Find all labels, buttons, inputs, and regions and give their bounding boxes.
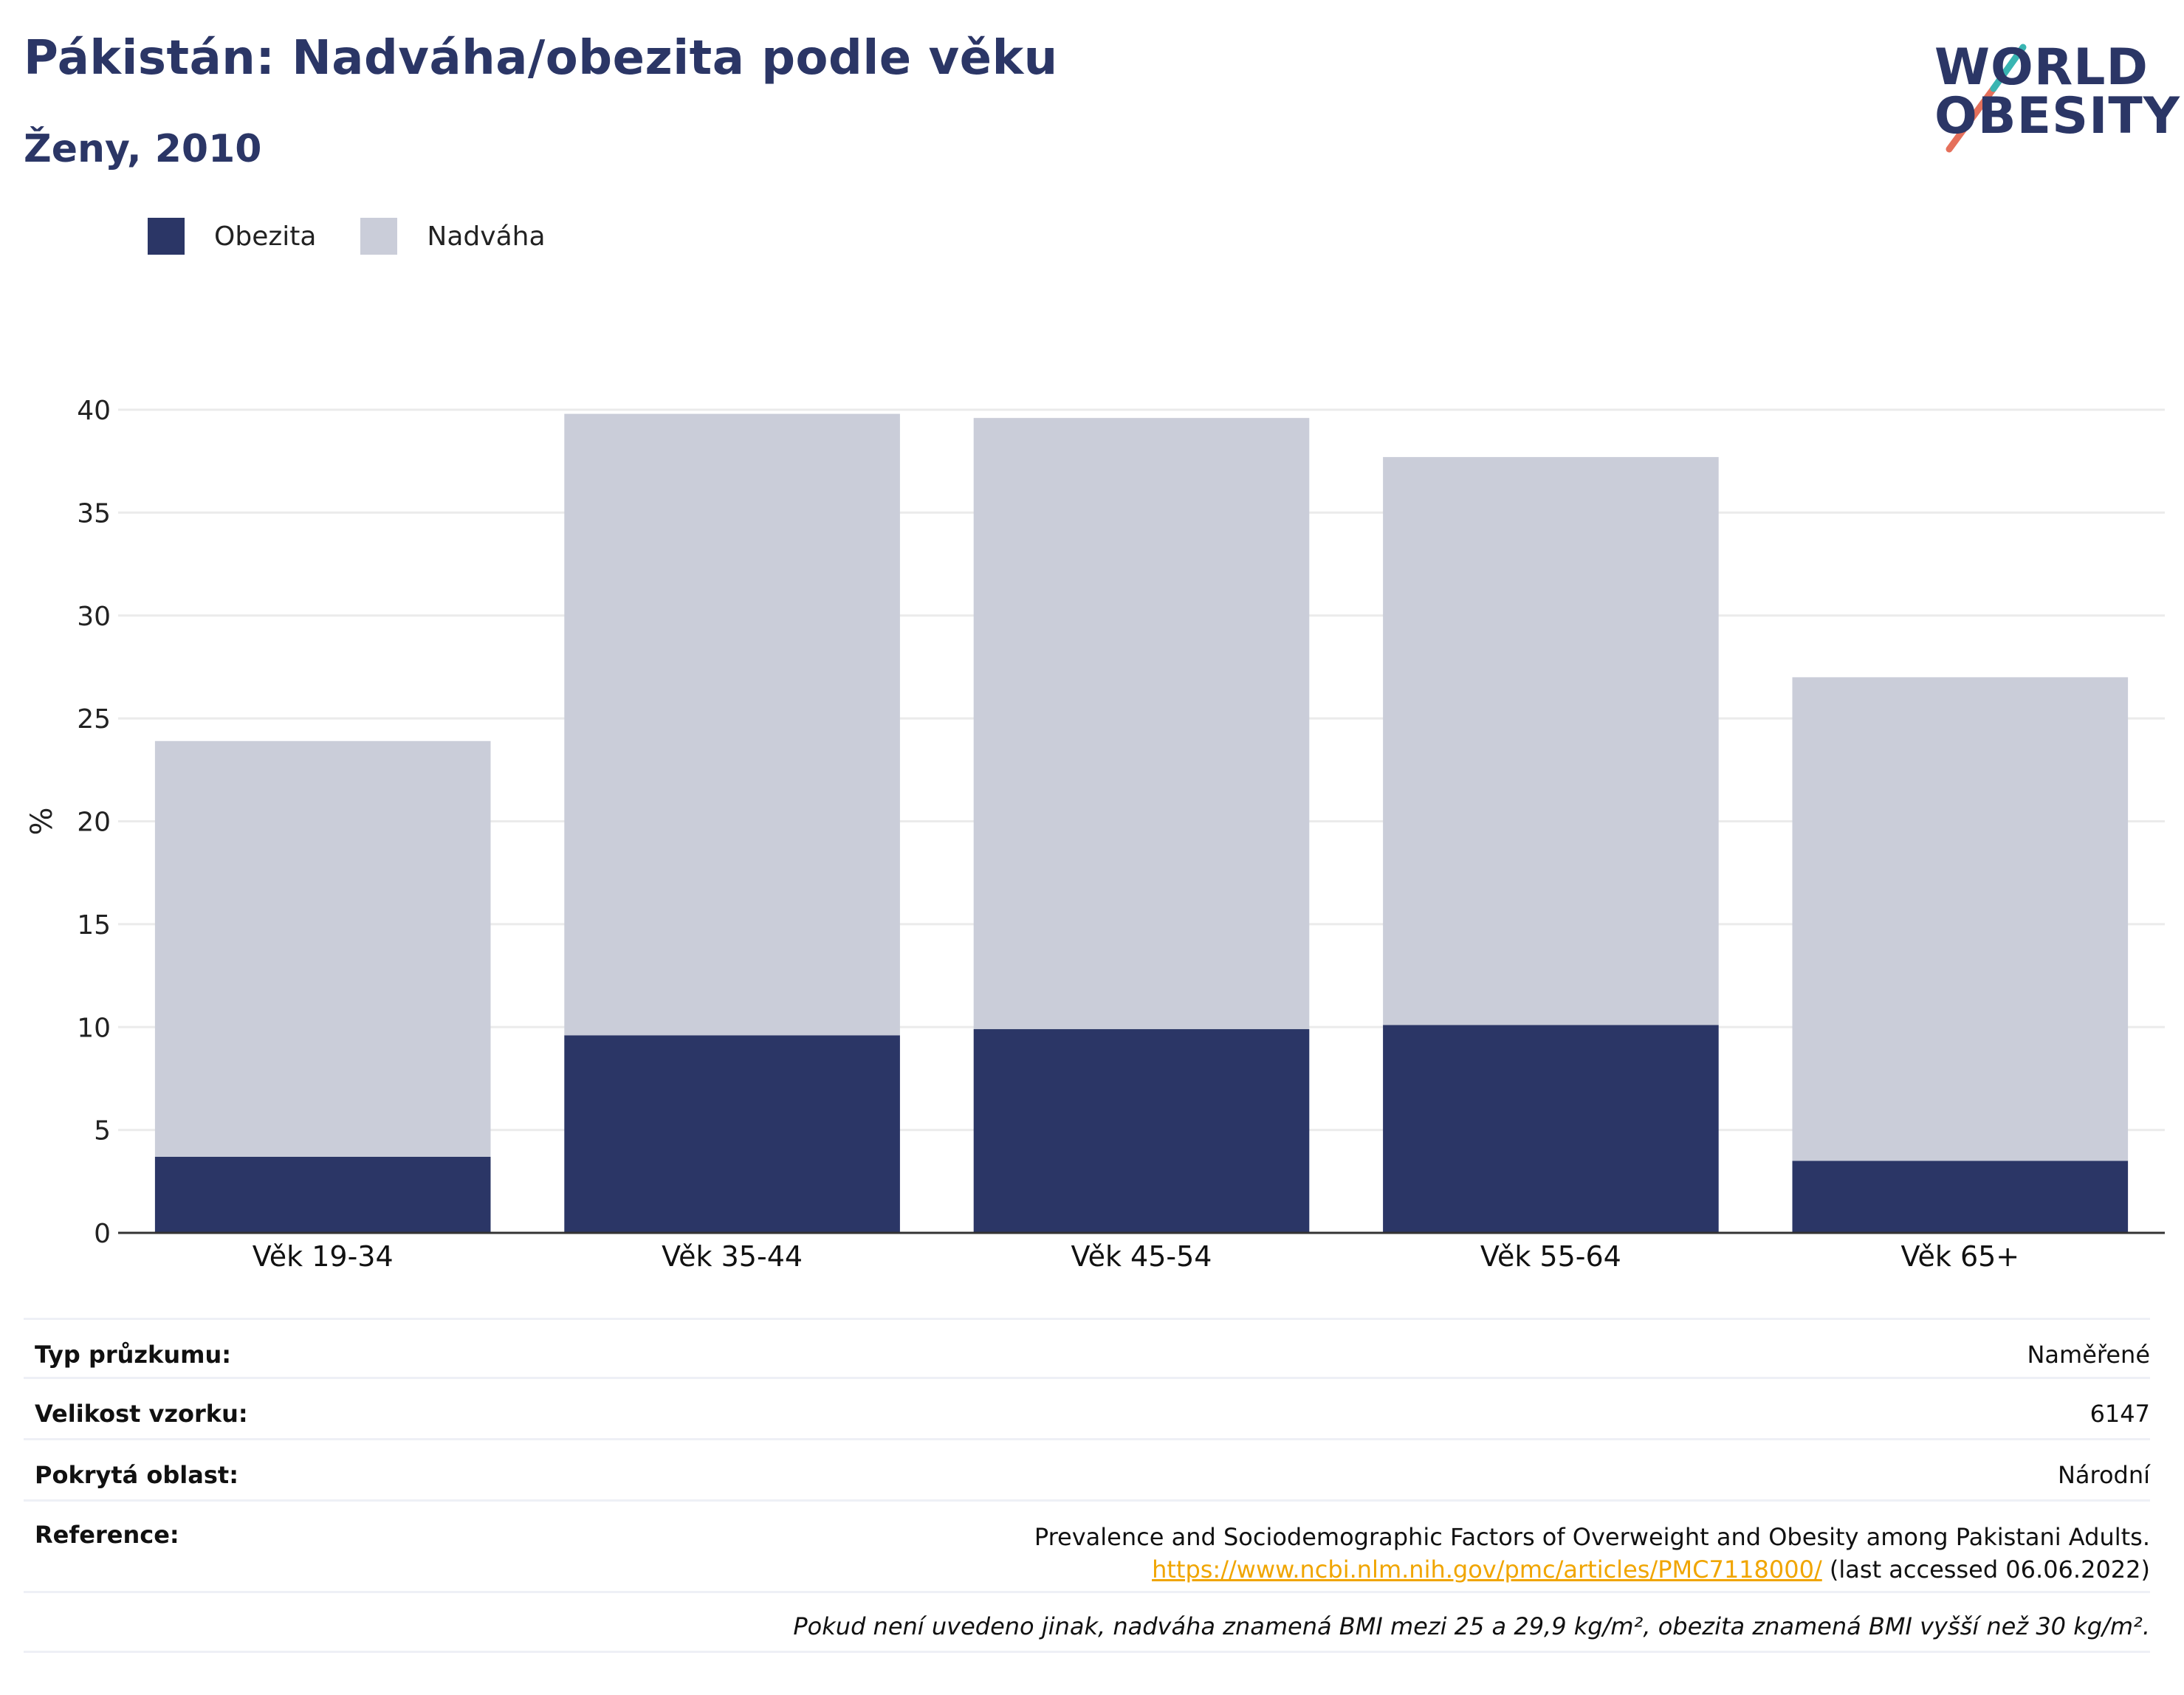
bar-obesity: [154, 1156, 491, 1233]
bar-overweight: [1792, 677, 2129, 1161]
logo-slash-icon: [1946, 44, 2027, 153]
survey-type-row: Typ průzkumu: Naměřené: [24, 1318, 2150, 1377]
bar-overweight: [564, 413, 900, 1036]
bar-obesity: [564, 1035, 900, 1233]
legend-label-obesity: Obezita: [214, 221, 317, 252]
bar-overweight: [154, 740, 491, 1157]
bar-obesity: [1792, 1161, 2129, 1233]
logo-text-obesity: OBESITY: [1934, 87, 2180, 145]
x-tick-label: Věk 35-44: [662, 1240, 803, 1273]
chart-legend: Obezita Nadváha: [148, 218, 590, 255]
bar-obesity: [973, 1029, 1310, 1233]
logo-text-world: WORLD: [1934, 38, 2149, 97]
note-row: Pokud není uvedeno jinak, nadváha znamen…: [24, 1591, 2150, 1653]
reference-accessed: (last accessed 06.06.2022): [1829, 1555, 2150, 1584]
bar-chart: 0 5 10 15 20 25 30 35 40% Věk 19-34 Věk 35-44 Věk 4…: [25, 396, 2165, 1273]
area-label: Pokrytá oblast:: [35, 1461, 238, 1489]
area-value: Národní: [2057, 1461, 2150, 1489]
x-tick-label: Věk 19-34: [253, 1240, 394, 1273]
reference-link[interactable]: https://www.ncbi.nlm.nih.gov/pmc/article…: [1152, 1555, 1822, 1584]
bar-obesity: [1383, 1025, 1719, 1233]
reference-text: Prevalence and Sociodemographic Factors …: [1034, 1523, 2150, 1551]
chart-title: Pákistán: Nadváha/obezita podle věku: [24, 31, 1058, 86]
legend-item-overweight: Nadváha: [360, 218, 546, 255]
definition-note: Pokud není uvedeno jinak, nadváha znamen…: [793, 1612, 2150, 1640]
chart-subtitle: Ženy, 2010: [24, 127, 262, 171]
legend-item-obesity: Obezita: [148, 218, 316, 255]
area-row: Pokrytá oblast: Národní: [24, 1438, 2150, 1499]
x-tick-label: Věk 45-54: [1071, 1240, 1212, 1273]
legend-swatch-obesity: [148, 218, 185, 255]
legend-label-overweight: Nadváha: [427, 221, 546, 252]
survey-type-label: Typ průzkumu:: [35, 1341, 232, 1369]
y-tick-label: 25: [77, 704, 111, 735]
y-tick-label: 35: [77, 498, 111, 529]
sample-size-label: Velikost vzorku:: [35, 1400, 248, 1428]
reference-value: Prevalence and Sociodemographic Factors …: [1034, 1521, 2150, 1586]
world-obesity-logo: WORLD OBESITY: [1920, 22, 2180, 155]
reference-label: Reference:: [35, 1521, 179, 1549]
x-tick-label: Věk 55-64: [1480, 1240, 1621, 1273]
survey-info-table: Typ průzkumu: Naměřené Velikost vzorku: …: [24, 1318, 2150, 1653]
x-tick-label: Věk 65+: [1900, 1240, 2019, 1273]
y-tick-label: 15: [77, 910, 111, 941]
sample-size-row: Velikost vzorku: 6147: [24, 1377, 2150, 1438]
y-tick-label: 0: [94, 1219, 111, 1249]
y-tick-label: 10: [77, 1013, 111, 1043]
sample-size-value: 6147: [2089, 1400, 2150, 1428]
reference-link-line: https://www.ncbi.nlm.nih.gov/pmc/article…: [1034, 1553, 2150, 1586]
y-tick-label: 30: [77, 602, 111, 632]
bar-overweight: [973, 418, 1310, 1030]
y-axis-label: %: [25, 807, 59, 835]
y-tick-label: 20: [77, 808, 111, 838]
legend-swatch-overweight: [360, 218, 398, 255]
y-tick-label: 40: [77, 396, 111, 426]
bar-overweight: [1383, 457, 1719, 1025]
y-tick-label: 5: [94, 1116, 111, 1146]
reference-row: Reference: Prevalence and Sociodemograph…: [24, 1499, 2150, 1591]
survey-type-value: Naměřené: [2027, 1341, 2150, 1369]
